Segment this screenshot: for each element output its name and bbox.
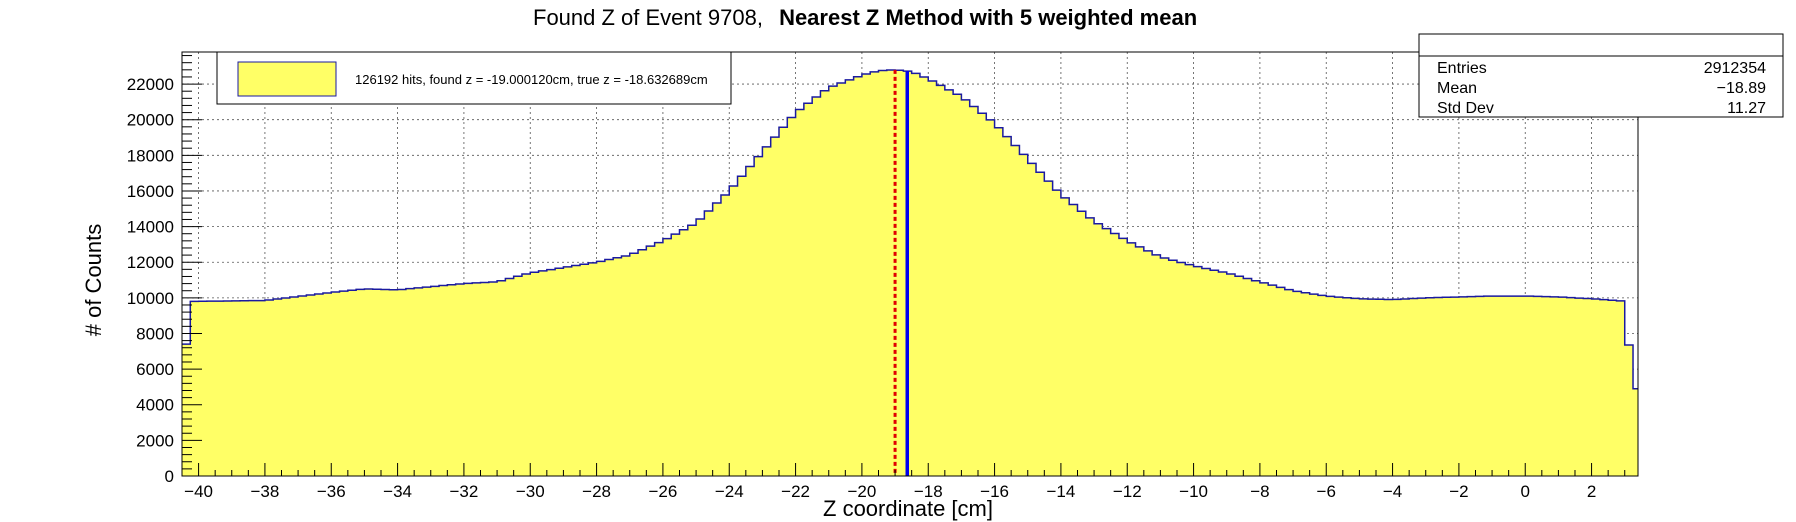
y-tick-label: 16000 — [127, 182, 174, 201]
plot-frame — [181, 51, 1639, 477]
x-tick-label: −36 — [317, 482, 346, 501]
y-tick-labels: 0 2000 4000 6000 8000 10000 12000 14000 16000 180… — [127, 75, 174, 486]
x-tick-label: 0 — [1521, 482, 1530, 501]
stats-box: Entries 2912354 Mean −18.89 Std Dev 11.2… — [1418, 33, 1784, 118]
y-tick-label: 12000 — [127, 253, 174, 272]
stats-mean-value: −18.89 — [1717, 80, 1766, 97]
y-tick-label: 2000 — [136, 431, 174, 450]
chart-title-bold: Nearest Z Method with 5 weighted mean — [779, 5, 1197, 30]
y-tick-label: 8000 — [136, 324, 174, 343]
legend-label: 126192 hits, found z = -19.000120cm, tru… — [355, 72, 708, 87]
x-axis-label: Z coordinate [cm] — [823, 496, 993, 521]
y-tick-label: 14000 — [127, 218, 174, 237]
x-tick-label: −26 — [648, 482, 677, 501]
x-tick-label: −34 — [383, 482, 412, 501]
y-tick-label: 18000 — [127, 146, 174, 165]
y-tick-label: 0 — [165, 467, 174, 486]
x-tick-label: −24 — [715, 482, 744, 501]
x-tick-label: −20 — [847, 482, 876, 501]
y-tick-label: 10000 — [127, 289, 174, 308]
x-tick-label: −38 — [250, 482, 279, 501]
chart-title: Found Z of Event 9708, Nearest Z Method … — [533, 5, 1197, 30]
x-tick-label: −12 — [1113, 482, 1142, 501]
x-tick-label: −30 — [516, 482, 545, 501]
histogram-fill — [182, 70, 1638, 477]
stats-box-frame — [1418, 33, 1784, 118]
legend: 126192 hits, found z = -19.000120cm, tru… — [216, 51, 732, 105]
x-tick-labels: −40 −38 −36 −34 −32 −30 −28 −26 −24 −22 −20 −18 −16−… — [184, 482, 1596, 501]
x-tick-label: −32 — [449, 482, 478, 501]
x-tick-label: −4 — [1383, 482, 1402, 501]
legend-swatch — [237, 61, 337, 97]
stats-stddev-value: 11.27 — [1727, 100, 1766, 117]
x-tick-label: −16 — [980, 482, 1009, 501]
x-tick-label: 2 — [1587, 482, 1596, 501]
x-tick-label: −22 — [781, 482, 810, 501]
stats-entries-name: Entries — [1437, 60, 1487, 77]
x-tick-label: −18 — [914, 482, 943, 501]
chart-title-plain: Found Z of Event 9708, — [533, 5, 763, 30]
axis-ticks — [181, 55, 1626, 477]
x-tick-label: −6 — [1317, 482, 1336, 501]
stats-mean-name: Mean — [1437, 80, 1477, 97]
stats-stddev-name: Std Dev — [1437, 100, 1494, 117]
y-tick-label: 22000 — [127, 75, 174, 94]
stats-entries-value: 2912354 — [1704, 60, 1766, 77]
x-tick-label: −2 — [1449, 482, 1468, 501]
x-tick-label: −28 — [582, 482, 611, 501]
histogram-outline — [182, 69, 1638, 390]
y-axis-label: # of Counts — [81, 224, 106, 337]
y-tick-label: 20000 — [127, 111, 174, 130]
x-tick-label: −40 — [184, 482, 213, 501]
y-tick-label: 4000 — [136, 396, 174, 415]
x-tick-label: −8 — [1250, 482, 1269, 501]
y-tick-label: 6000 — [136, 360, 174, 379]
x-tick-label: −14 — [1046, 482, 1075, 501]
x-tick-label: −10 — [1179, 482, 1208, 501]
